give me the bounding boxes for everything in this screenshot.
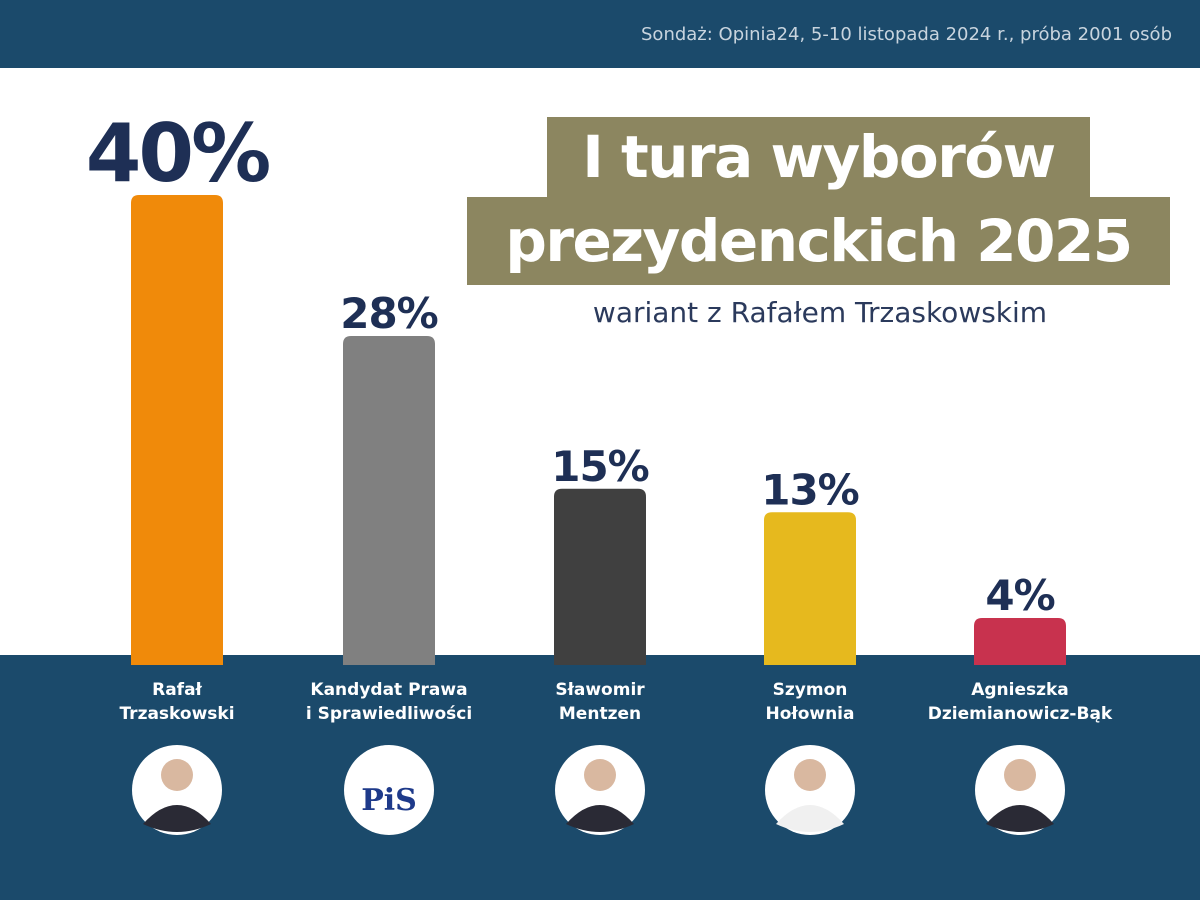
title-line: prezydenckich 2025 bbox=[467, 197, 1170, 285]
portrait bbox=[344, 745, 434, 835]
category-label: Szymon Hołownia bbox=[765, 680, 855, 724]
category-label: Rafał Trzaskowski bbox=[119, 680, 235, 724]
portrait-head bbox=[584, 759, 616, 791]
value-label: 15% bbox=[551, 442, 649, 491]
top-band bbox=[0, 0, 1200, 68]
title-line: I tura wyborów bbox=[547, 117, 1090, 197]
category-label: Agnieszka Dziemianowicz-Bąk bbox=[927, 680, 1113, 724]
category-label: Sławomir Mentzen bbox=[555, 680, 645, 724]
party-logo: PiS bbox=[361, 783, 417, 818]
category-label: Kandydat Prawa i Sprawiedliwości bbox=[305, 680, 473, 724]
bar bbox=[131, 195, 223, 665]
portrait-head bbox=[1004, 759, 1036, 791]
portrait-body bbox=[776, 805, 844, 832]
bar bbox=[343, 336, 435, 665]
bar bbox=[554, 488, 646, 665]
portrait-body bbox=[566, 805, 634, 832]
bar bbox=[974, 618, 1066, 665]
bar bbox=[764, 512, 856, 665]
portrait-head bbox=[794, 759, 826, 791]
portrait-body bbox=[986, 805, 1054, 832]
value-label: 4% bbox=[985, 571, 1054, 620]
value-label: 40% bbox=[86, 107, 269, 200]
source: Sondaż: Opinia24, 5-10 listopada 2024 r.… bbox=[641, 24, 1172, 45]
value-label: 28% bbox=[340, 289, 438, 338]
subtitle: wariant z Rafałem Trzaskowskim bbox=[592, 296, 1048, 329]
portrait-head bbox=[161, 759, 193, 791]
portrait-body bbox=[143, 805, 211, 832]
value-label: 13% bbox=[761, 465, 859, 514]
